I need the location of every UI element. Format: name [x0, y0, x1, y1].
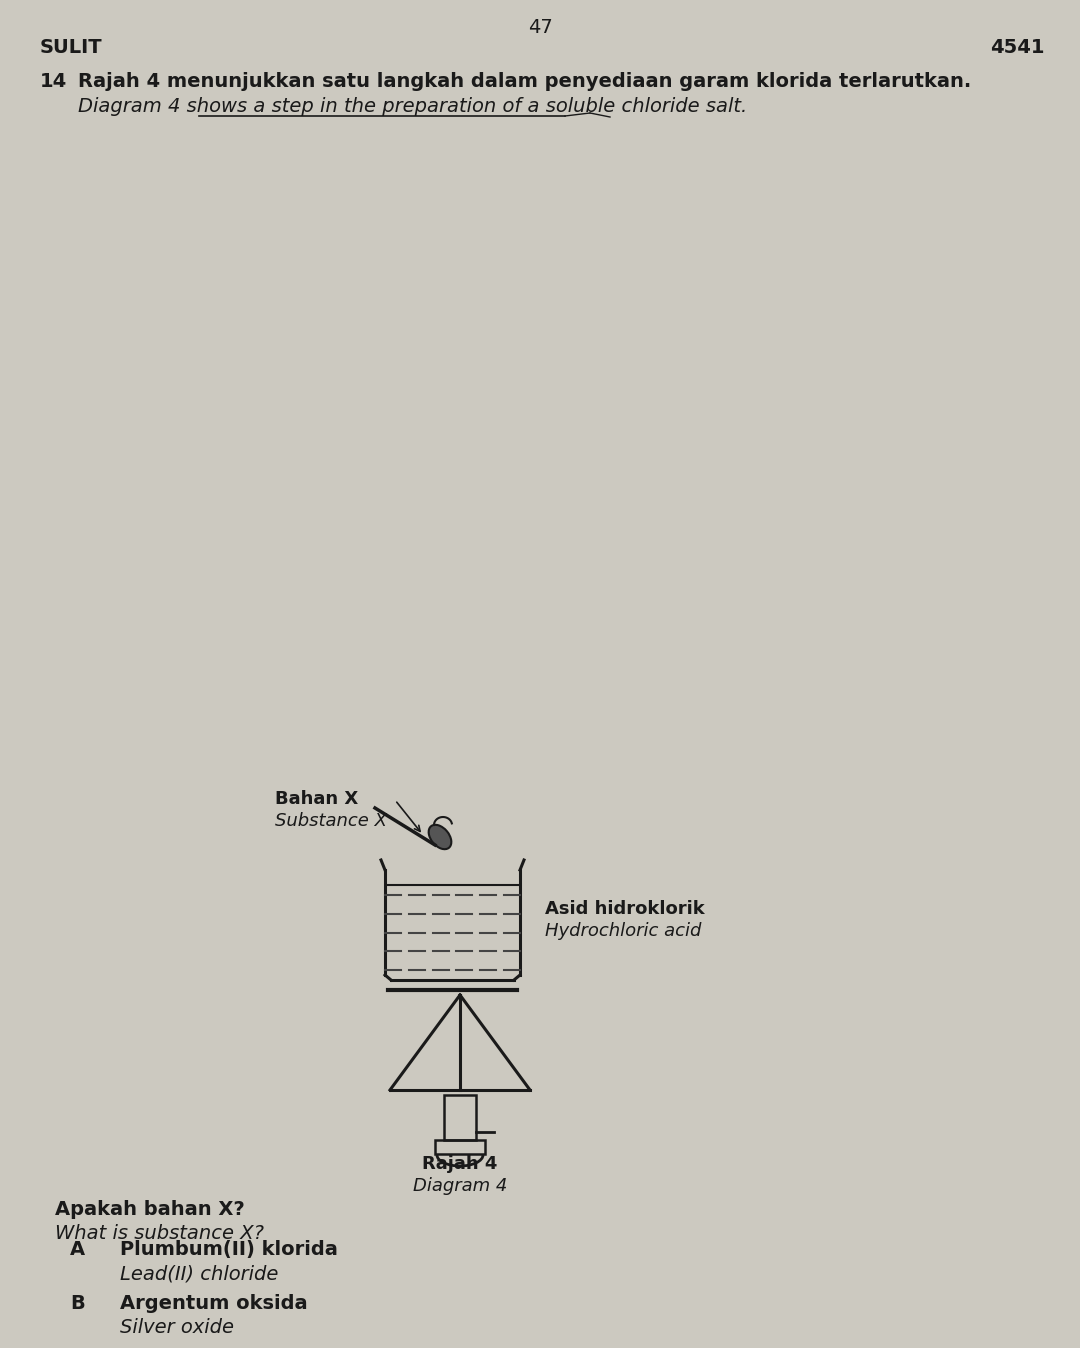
- Ellipse shape: [429, 825, 451, 849]
- Text: Rajah 4 menunjukkan satu langkah dalam penyediaan garam klorida terlarutkan.: Rajah 4 menunjukkan satu langkah dalam p…: [78, 71, 971, 92]
- Text: A: A: [70, 1240, 85, 1259]
- Text: Apakah bahan X?: Apakah bahan X?: [55, 1200, 245, 1219]
- Text: Argentum oksida: Argentum oksida: [120, 1294, 308, 1313]
- Text: Rajah 4: Rajah 4: [422, 1155, 498, 1173]
- Text: Asid hidroklorik: Asid hidroklorik: [545, 900, 705, 918]
- Text: Diagram 4 shows a step in the preparation of a soluble chloride salt.: Diagram 4 shows a step in the preparatio…: [78, 97, 747, 116]
- Text: Diagram 4: Diagram 4: [413, 1177, 508, 1194]
- Text: B: B: [70, 1294, 84, 1313]
- Text: Plumbum(II) klorida: Plumbum(II) klorida: [120, 1240, 338, 1259]
- Text: Lead(II) chloride: Lead(II) chloride: [120, 1264, 279, 1283]
- Text: What is substance X?: What is substance X?: [55, 1224, 264, 1243]
- Text: Bahan X: Bahan X: [275, 790, 359, 807]
- Text: 4541: 4541: [990, 38, 1045, 57]
- Text: SULIT: SULIT: [40, 38, 103, 57]
- Text: Substance X: Substance X: [275, 811, 387, 830]
- Bar: [444, 1095, 476, 1140]
- Bar: [435, 1140, 485, 1154]
- Text: 47: 47: [528, 18, 552, 36]
- Text: Hydrochloric acid: Hydrochloric acid: [545, 922, 701, 940]
- Text: Silver oxide: Silver oxide: [120, 1318, 234, 1337]
- Text: 14: 14: [40, 71, 67, 92]
